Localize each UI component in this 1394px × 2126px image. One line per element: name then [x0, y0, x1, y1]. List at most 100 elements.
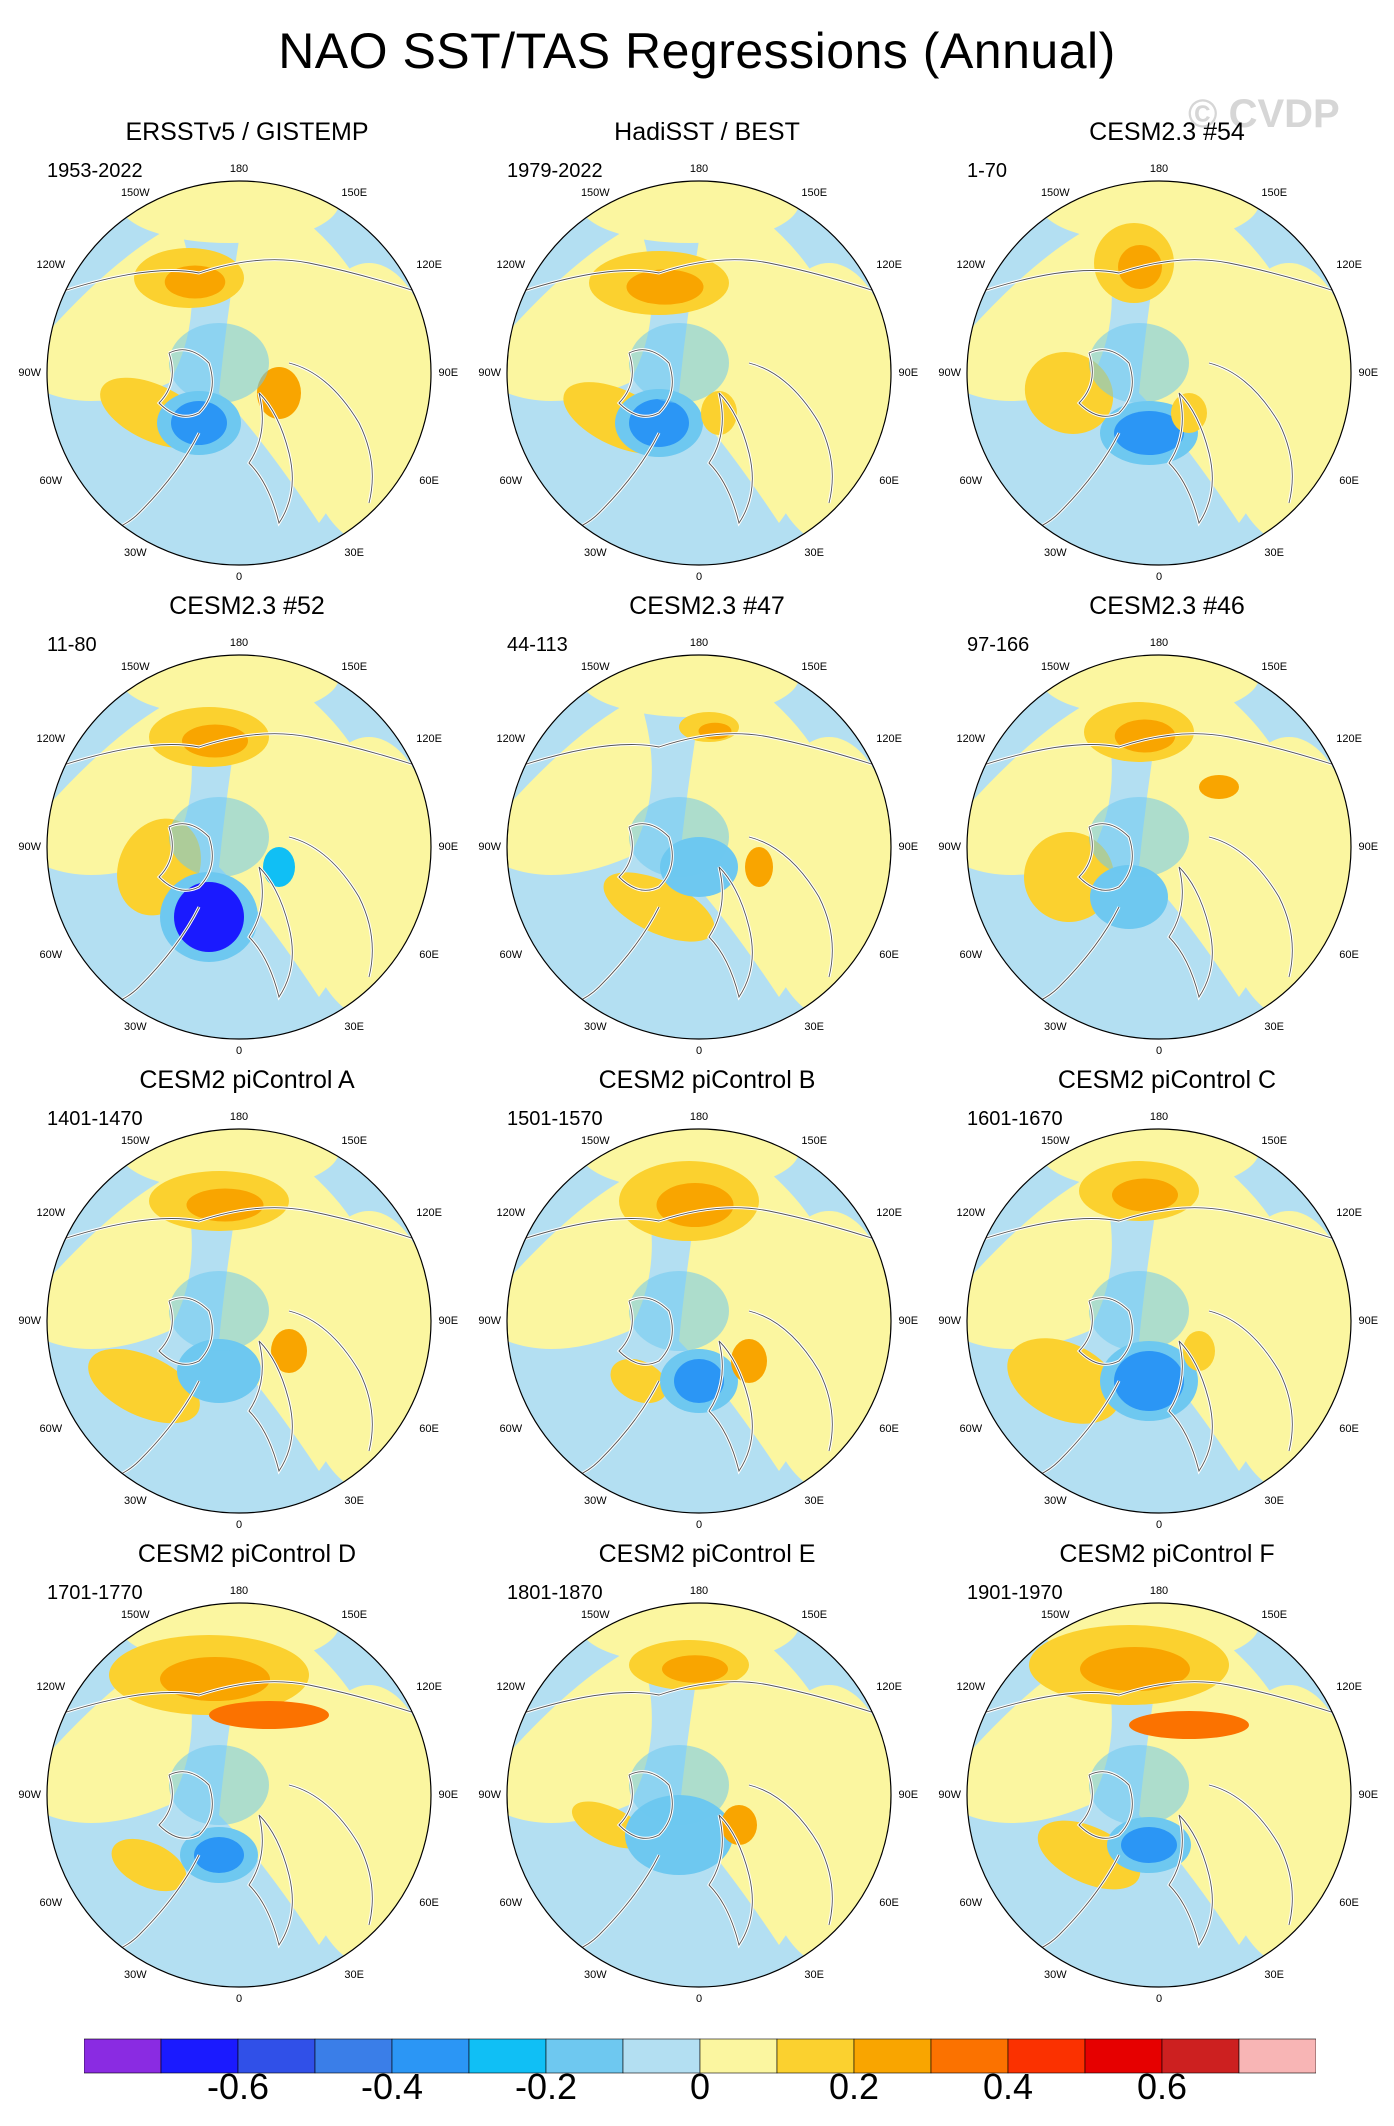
longitude-label: 180	[689, 1585, 709, 1598]
figure-title: NAO SST/TAS Regressions (Annual)	[278, 23, 1116, 79]
longitude-label: 150E	[341, 1134, 368, 1147]
longitude-label: 30E	[804, 1021, 824, 1034]
polar-map	[966, 1602, 1352, 1988]
map-panel: CESM2 piControl E 1801-1870 180 0 90W 90E 150W…	[478, 1540, 918, 2005]
map-panel: CESM2 piControl F 1901-1970 180 0 90W 90E 150W…	[938, 1540, 1378, 2005]
map-panel: CESM2.3 #47 44-113 180 0 90W 90E 150W 150E 120W 1…	[478, 592, 919, 1057]
colorbar-tick-label: 0.4	[982, 2066, 1034, 2107]
colorbar	[84, 2038, 1316, 2074]
longitude-label: 120W	[496, 259, 526, 272]
longitude-label: 180	[229, 637, 249, 650]
longitude-label: 180	[1149, 637, 1169, 650]
longitude-label: 60W	[39, 1422, 63, 1435]
longitude-label: 90W	[938, 1789, 962, 1801]
longitude-label: 30W	[1044, 547, 1067, 560]
panel-title: CESM2 piControl A	[139, 1066, 355, 1094]
longitude-label: 120W	[496, 1207, 526, 1220]
longitude-label: 150E	[341, 660, 368, 673]
longitude-label: 120E	[1336, 1207, 1362, 1220]
colorbar-tick-label: -0.6	[206, 2066, 270, 2107]
map-panel: ERSSTv5 / GISTEMP 1953-2022 180 0 90W 90E 150W…	[18, 118, 458, 583]
longitude-label: 30E	[1264, 1495, 1284, 1508]
longitude-label: 90E	[438, 1789, 459, 1801]
map-panel: CESM2 piControl D 1701-1770 180 0 90W 90E 150W…	[18, 1540, 459, 2005]
longitude-label: 60W	[959, 1896, 983, 1909]
longitude-label: 60E	[879, 948, 899, 961]
longitude-label: 60W	[499, 474, 523, 487]
longitude-label: 120E	[416, 259, 442, 272]
longitude-label: 120W	[956, 733, 986, 746]
longitude-label: 90W	[18, 367, 42, 379]
longitude-label: 180	[1149, 1111, 1169, 1124]
longitude-label: 0	[1155, 1044, 1163, 1057]
period-label: 1701-1770	[47, 1582, 143, 1604]
colorbar-tick-label: 0	[689, 2066, 711, 2107]
colorbar-swatch	[84, 2038, 162, 2074]
longitude-label: 30W	[584, 547, 607, 560]
panel-title: ERSSTv5 / GISTEMP	[125, 118, 369, 146]
longitude-label: 30E	[1264, 1021, 1284, 1034]
longitude-label: 90W	[478, 1315, 502, 1327]
longitude-label: 60E	[419, 474, 439, 487]
longitude-label: 0	[1155, 1518, 1163, 1531]
longitude-label: 30W	[124, 1969, 147, 1982]
polar-map	[506, 1602, 892, 1988]
longitude-label: 30W	[1044, 1969, 1067, 1982]
longitude-label: 120W	[956, 1681, 986, 1694]
longitude-label: 0	[235, 1044, 243, 1057]
panel-title: CESM2.3 #47	[629, 592, 785, 620]
colorbar-swatch	[160, 2038, 239, 2074]
longitude-label: 150W	[580, 1608, 610, 1621]
longitude-label: 90E	[438, 841, 459, 853]
period-label: 1501-1570	[507, 1108, 603, 1130]
panel-title: CESM2.3 #46	[1089, 592, 1245, 620]
period-label: 1953-2022	[47, 160, 143, 182]
longitude-label: 120E	[416, 733, 442, 746]
longitude-label: 30E	[1264, 547, 1284, 560]
colorbar-swatch	[1084, 2038, 1163, 2074]
longitude-label: 90W	[18, 1789, 42, 1801]
longitude-label: 180	[229, 163, 249, 176]
longitude-label: 30W	[124, 547, 147, 560]
longitude-label: 120E	[1336, 259, 1362, 272]
longitude-label: 120W	[956, 1207, 986, 1220]
longitude-label: 0	[235, 1992, 243, 2005]
period-label: 1-70	[967, 160, 1008, 182]
panel-title: CESM2 piControl C	[1057, 1066, 1277, 1094]
longitude-label: 30E	[344, 1969, 364, 1982]
longitude-label: 150E	[1261, 1134, 1288, 1147]
polar-map	[966, 180, 1352, 566]
longitude-label: 0	[695, 1518, 703, 1531]
longitude-label: 0	[695, 1044, 703, 1057]
longitude-label: 60E	[879, 1422, 899, 1435]
longitude-label: 90W	[938, 1315, 962, 1327]
longitude-label: 180	[229, 1585, 249, 1598]
longitude-label: 90E	[898, 367, 919, 379]
longitude-label: 90W	[938, 367, 962, 379]
longitude-label: 90E	[898, 841, 919, 853]
longitude-label: 150W	[120, 1134, 150, 1147]
longitude-label: 120E	[876, 733, 902, 746]
longitude-label: 60W	[39, 474, 63, 487]
longitude-label: 90E	[898, 1315, 919, 1327]
longitude-label: 90W	[18, 1315, 42, 1327]
colorbar-swatch	[853, 2038, 932, 2074]
longitude-label: 0	[695, 570, 703, 583]
polar-map	[46, 654, 432, 1040]
polar-map	[506, 654, 892, 1040]
polar-map	[506, 1128, 892, 1514]
longitude-label: 150E	[341, 1608, 368, 1621]
longitude-label: 180	[1149, 163, 1169, 176]
longitude-label: 60W	[39, 1896, 63, 1909]
longitude-label: 120E	[1336, 733, 1362, 746]
colorbar-swatch	[545, 2038, 624, 2074]
longitude-label: 60E	[419, 1422, 439, 1435]
longitude-label: 0	[1155, 570, 1163, 583]
polar-map	[46, 1128, 432, 1514]
longitude-label: 60E	[1339, 1896, 1359, 1909]
panel-title: CESM2.3 #54	[1089, 118, 1245, 146]
longitude-label: 60E	[1339, 1422, 1359, 1435]
longitude-label: 150W	[1040, 1134, 1070, 1147]
longitude-label: 180	[1149, 1585, 1169, 1598]
period-label: 44-113	[507, 634, 568, 656]
